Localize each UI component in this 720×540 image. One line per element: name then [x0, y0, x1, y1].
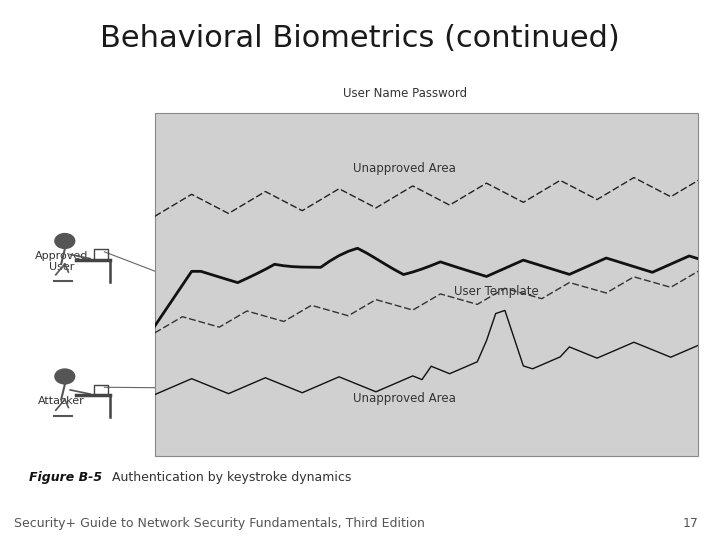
Text: User Name Password: User Name Password	[343, 87, 467, 100]
Text: Security+ Guide to Network Security Fundamentals, Third Edition: Security+ Guide to Network Security Fund…	[14, 517, 426, 530]
Text: 17: 17	[683, 517, 698, 530]
Bar	[155, 113, 698, 456]
Text: Figure B-5: Figure B-5	[29, 471, 102, 484]
Text: Authentication by keystroke dynamics: Authentication by keystroke dynamics	[112, 471, 351, 484]
Text: Approved
User: Approved User	[35, 251, 88, 272]
Text: User Template: User Template	[454, 285, 539, 298]
Text: Attacker: Attacker	[38, 396, 84, 406]
Circle shape	[55, 369, 75, 384]
Text: Unapproved Area: Unapproved Area	[354, 392, 456, 404]
Text: Unapproved Area: Unapproved Area	[354, 162, 456, 175]
Circle shape	[55, 234, 75, 248]
Text: Behavioral Biometrics (continued): Behavioral Biometrics (continued)	[100, 24, 620, 53]
